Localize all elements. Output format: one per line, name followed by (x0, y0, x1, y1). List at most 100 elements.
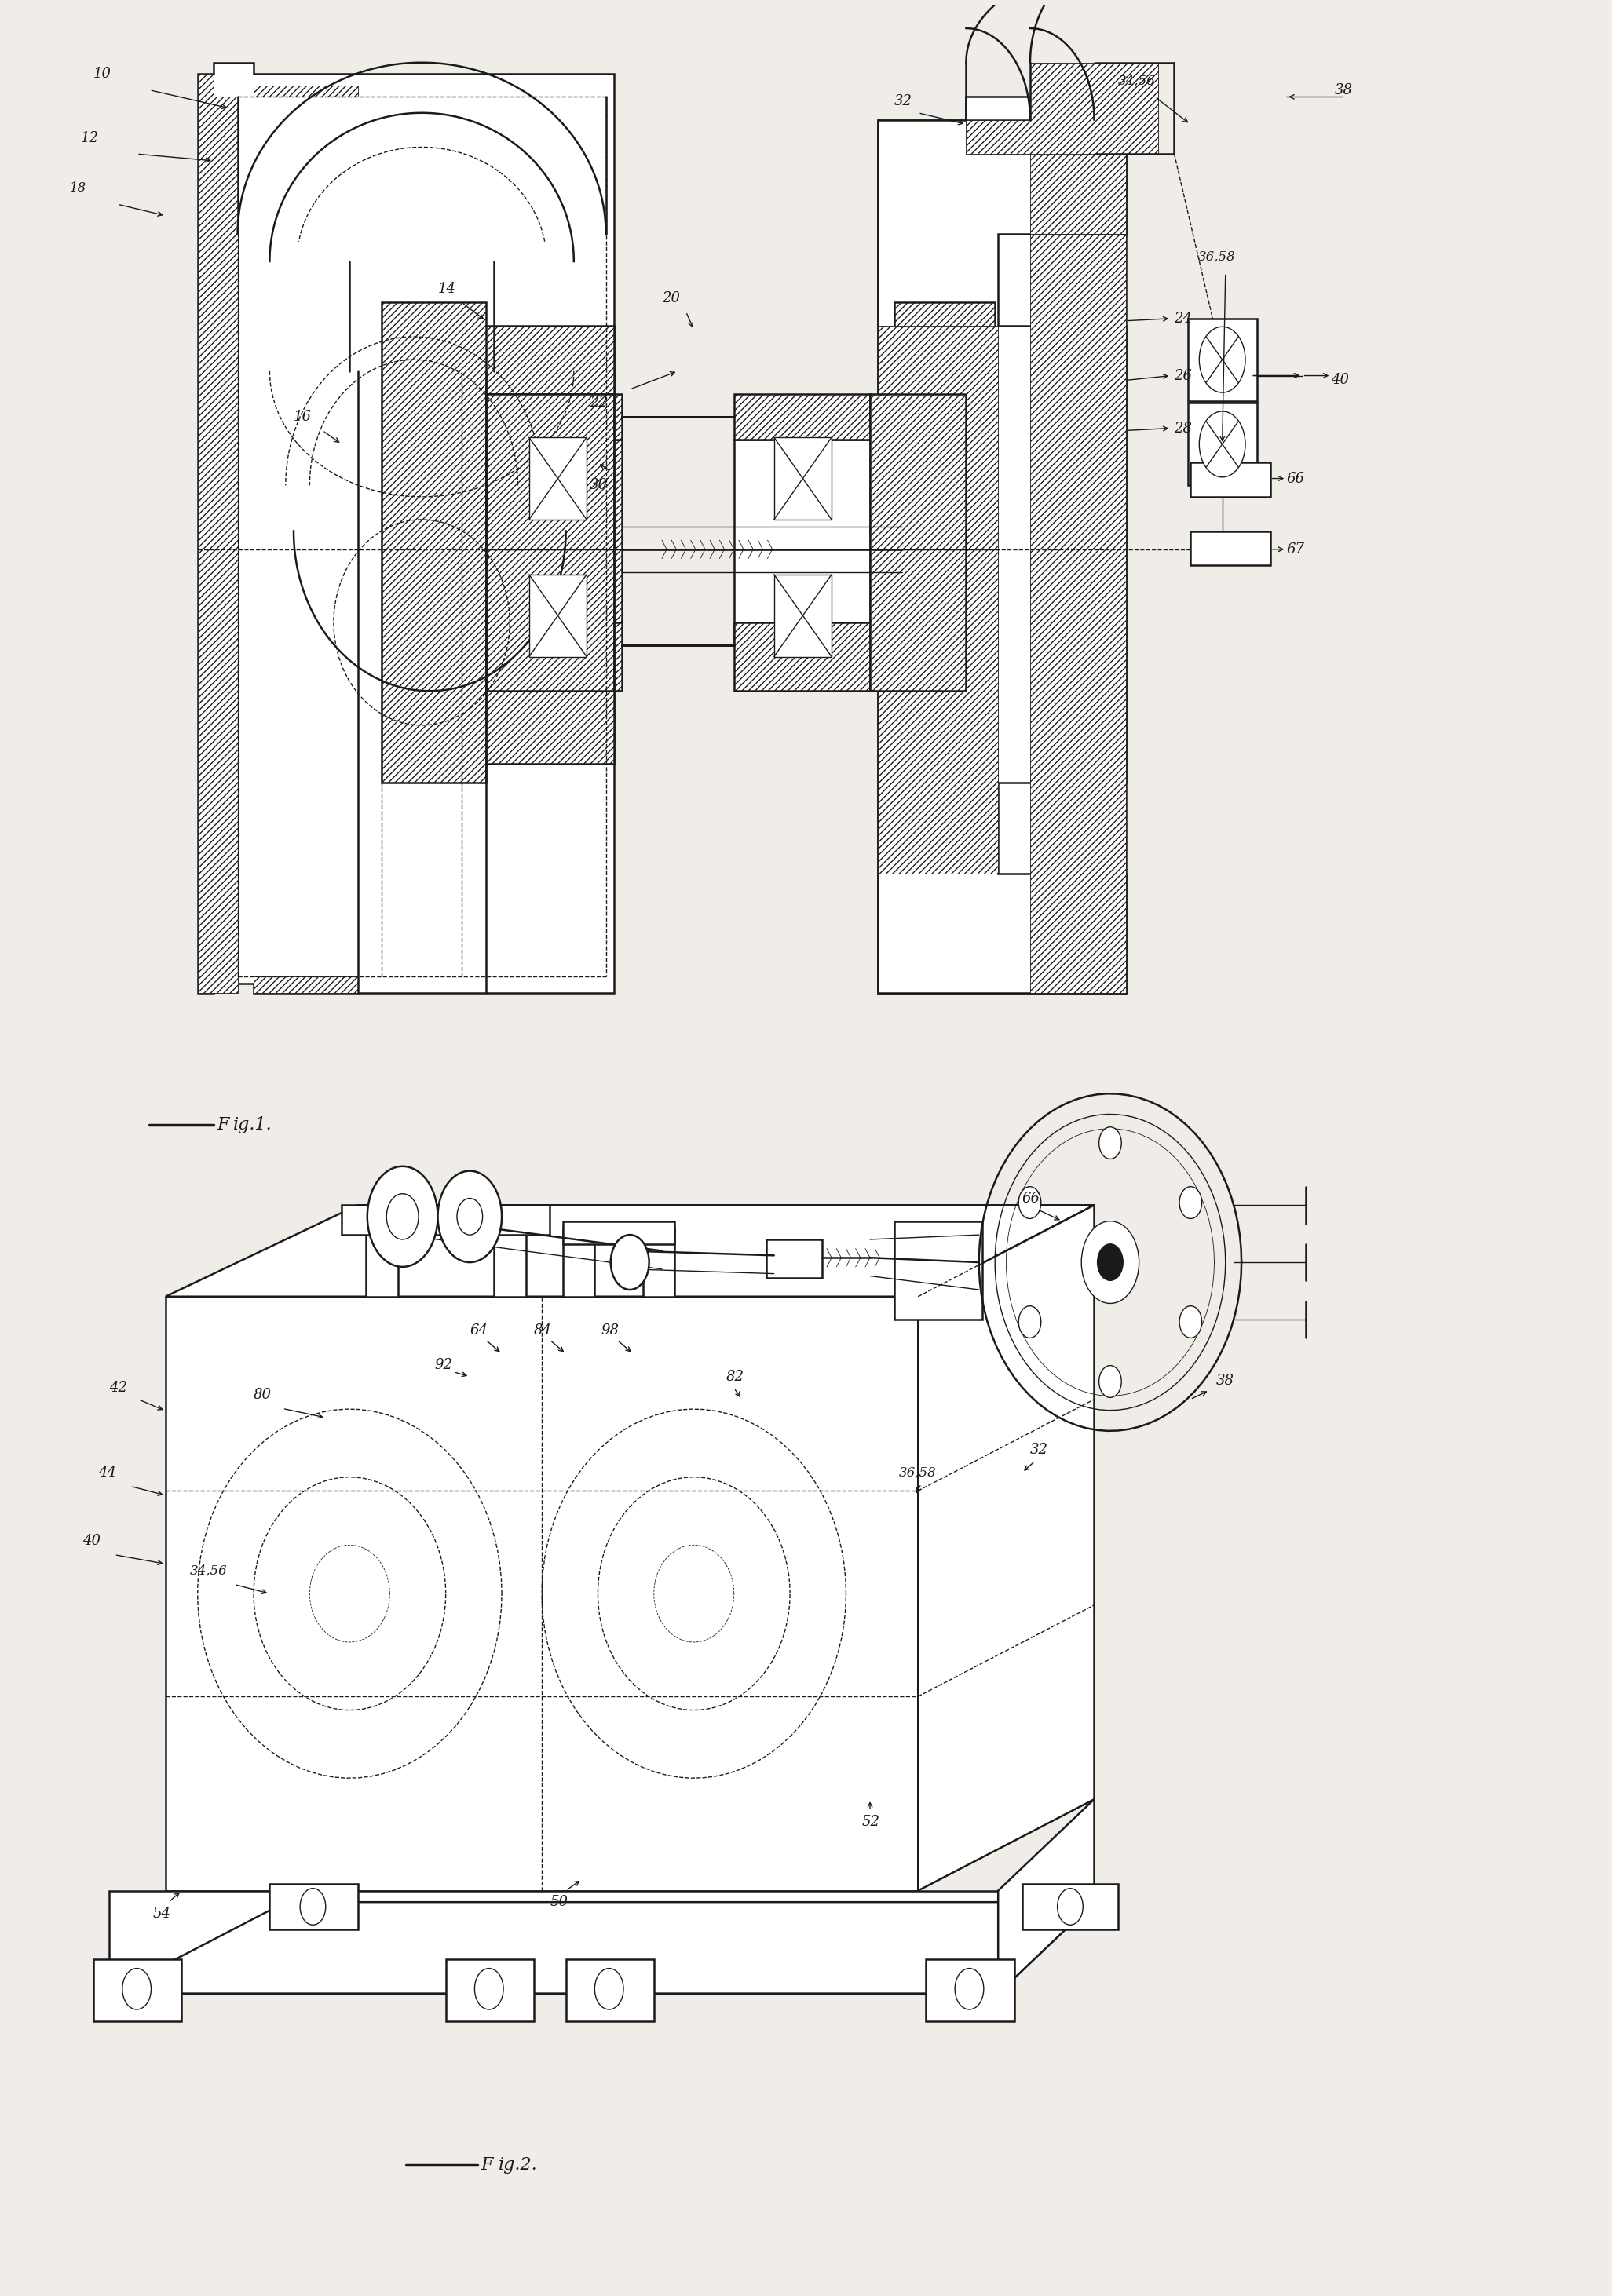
Polygon shape (774, 574, 832, 657)
Polygon shape (166, 1205, 1095, 1297)
Text: 36,58: 36,58 (1198, 250, 1236, 264)
Circle shape (1019, 1187, 1041, 1219)
Circle shape (1199, 326, 1246, 393)
Polygon shape (774, 436, 832, 519)
Polygon shape (485, 622, 870, 691)
Text: 66: 66 (1022, 1192, 1040, 1205)
Text: 30: 30 (590, 478, 608, 491)
Circle shape (1057, 1887, 1083, 1924)
Polygon shape (1030, 234, 1127, 875)
Polygon shape (733, 439, 870, 645)
Text: 32: 32 (895, 94, 912, 108)
Circle shape (1180, 1187, 1203, 1219)
Polygon shape (253, 85, 358, 96)
Text: 38: 38 (1215, 1373, 1233, 1389)
Circle shape (1099, 1127, 1122, 1159)
Polygon shape (1022, 1883, 1119, 1929)
Circle shape (456, 1199, 482, 1235)
Text: F: F (480, 2156, 493, 2174)
Polygon shape (966, 62, 1159, 154)
Polygon shape (1188, 319, 1257, 402)
Text: ig.1.: ig.1. (232, 1116, 272, 1134)
Polygon shape (477, 691, 614, 765)
Text: 42: 42 (110, 1380, 127, 1396)
Polygon shape (447, 1958, 534, 2020)
Text: 64: 64 (469, 1325, 488, 1339)
Polygon shape (1188, 404, 1257, 484)
Polygon shape (198, 62, 614, 992)
Text: 32: 32 (1030, 1442, 1048, 1456)
Text: 10: 10 (93, 67, 111, 80)
Text: 20: 20 (663, 292, 680, 305)
Polygon shape (477, 326, 614, 395)
Polygon shape (870, 395, 966, 691)
Polygon shape (110, 1901, 1095, 1993)
Polygon shape (563, 1221, 675, 1244)
Polygon shape (879, 326, 998, 875)
Polygon shape (485, 395, 870, 439)
Polygon shape (1190, 461, 1270, 496)
Text: 54: 54 (153, 1906, 171, 1919)
Text: 50: 50 (550, 1894, 567, 1910)
Circle shape (1180, 1306, 1203, 1339)
Text: 80: 80 (253, 1387, 272, 1403)
Polygon shape (529, 574, 587, 657)
Polygon shape (1030, 875, 1127, 992)
Polygon shape (879, 119, 1127, 992)
Circle shape (387, 1194, 419, 1240)
Text: 92: 92 (435, 1357, 453, 1373)
Text: 82: 82 (725, 1368, 745, 1384)
Text: 66: 66 (1286, 471, 1304, 484)
Polygon shape (998, 1800, 1095, 1993)
Polygon shape (110, 1890, 998, 1993)
Polygon shape (919, 1205, 1095, 1890)
Text: 98: 98 (601, 1325, 619, 1339)
Text: 40: 40 (1332, 374, 1349, 388)
Polygon shape (269, 1883, 358, 1929)
Text: 22: 22 (590, 395, 608, 411)
Text: 18: 18 (69, 181, 85, 195)
Polygon shape (766, 1240, 822, 1279)
Text: 26: 26 (1174, 370, 1193, 383)
Text: 12: 12 (81, 131, 98, 145)
Text: 67: 67 (1286, 542, 1304, 556)
Circle shape (1019, 1306, 1041, 1339)
Text: 40: 40 (82, 1534, 100, 1548)
Polygon shape (93, 1958, 182, 2020)
Polygon shape (529, 436, 587, 519)
Circle shape (474, 1968, 503, 2009)
Polygon shape (895, 303, 995, 856)
Text: 38: 38 (1335, 83, 1352, 96)
Circle shape (300, 1887, 326, 1924)
Circle shape (368, 1166, 438, 1267)
Circle shape (1082, 1221, 1140, 1304)
Polygon shape (253, 976, 358, 992)
Text: 24: 24 (1174, 312, 1193, 326)
Polygon shape (643, 1228, 675, 1297)
Polygon shape (925, 1958, 1014, 2020)
Polygon shape (485, 439, 622, 645)
Polygon shape (1030, 119, 1127, 234)
Polygon shape (1190, 530, 1270, 565)
Text: F: F (216, 1116, 229, 1134)
Polygon shape (198, 73, 237, 992)
Text: ig.2.: ig.2. (498, 2156, 538, 2174)
Polygon shape (879, 78, 1127, 992)
Text: 14: 14 (438, 282, 456, 296)
Polygon shape (166, 1297, 919, 1890)
Text: 52: 52 (862, 1816, 880, 1830)
Circle shape (123, 1968, 152, 2009)
Text: 16: 16 (293, 409, 311, 425)
Polygon shape (563, 1228, 595, 1297)
Polygon shape (382, 303, 485, 783)
Polygon shape (895, 1221, 982, 1320)
Circle shape (611, 1235, 650, 1290)
Circle shape (1199, 411, 1246, 478)
Circle shape (595, 1968, 624, 2009)
Circle shape (954, 1968, 983, 2009)
Circle shape (1099, 1366, 1122, 1398)
Polygon shape (477, 395, 614, 691)
Text: 84: 84 (534, 1325, 551, 1339)
Text: 36,58: 36,58 (899, 1465, 937, 1479)
Circle shape (438, 1171, 501, 1263)
